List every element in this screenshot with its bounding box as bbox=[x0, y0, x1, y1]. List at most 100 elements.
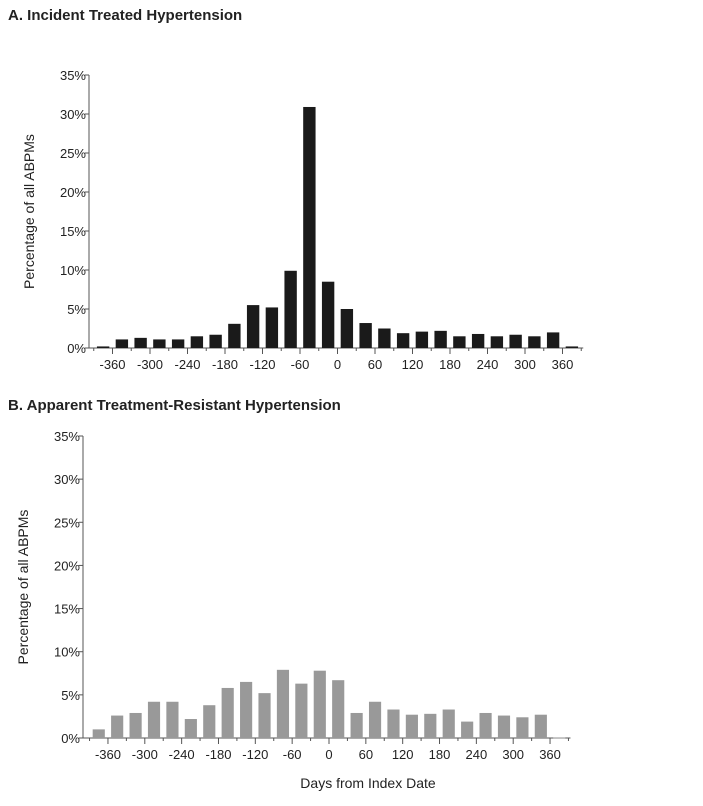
bar bbox=[321, 281, 335, 348]
x-tick-label: 360 bbox=[552, 357, 574, 372]
x-tick-label: 60 bbox=[368, 357, 382, 372]
x-tick-label: -120 bbox=[242, 747, 268, 762]
bar bbox=[516, 717, 529, 738]
bar bbox=[528, 336, 541, 348]
bar bbox=[546, 332, 560, 348]
y-tick-label: 10% bbox=[60, 263, 86, 278]
bar bbox=[553, 737, 566, 739]
bar bbox=[534, 714, 547, 738]
y-tick-label: 25% bbox=[54, 515, 80, 530]
chart-panel-0: A. Incident Treated Hypertension 0% 5% 10% 1… bbox=[8, 7, 584, 372]
bar bbox=[246, 305, 260, 348]
bar bbox=[134, 337, 147, 348]
x-tick-label: 0 bbox=[325, 747, 332, 762]
x-tick-label: 240 bbox=[477, 357, 499, 372]
bar bbox=[96, 346, 110, 348]
bar bbox=[461, 721, 474, 738]
x-tick-label: 120 bbox=[392, 747, 414, 762]
y-axis-label: Percentage of all ABPMs bbox=[15, 510, 31, 665]
y-tick-label: 20% bbox=[54, 558, 80, 573]
bar bbox=[453, 336, 466, 348]
x-tick-label: 60 bbox=[359, 747, 373, 762]
bar bbox=[258, 693, 271, 738]
bar bbox=[295, 683, 308, 738]
x-tick-label: -300 bbox=[137, 357, 163, 372]
x-tick-label: 120 bbox=[402, 357, 424, 372]
bar bbox=[405, 714, 418, 738]
x-tick-label: -240 bbox=[169, 747, 195, 762]
y-axis-label: Percentage of all ABPMs bbox=[21, 134, 37, 289]
bar bbox=[396, 333, 410, 348]
bar bbox=[184, 719, 197, 738]
bar bbox=[284, 270, 297, 348]
y-tick-label: 30% bbox=[60, 107, 86, 122]
x-axis-label: Days from Index Date bbox=[300, 775, 436, 791]
y-tick-label: 15% bbox=[60, 224, 86, 239]
x-tick-label: 180 bbox=[429, 747, 451, 762]
x-tick-label: 180 bbox=[439, 357, 461, 372]
x-tick-label: 240 bbox=[466, 747, 488, 762]
y-tick-label: 10% bbox=[54, 645, 80, 660]
bar bbox=[276, 669, 290, 738]
bar bbox=[387, 709, 400, 738]
bar bbox=[166, 701, 179, 738]
x-tick-label: -360 bbox=[95, 747, 121, 762]
y-tick-label: 0% bbox=[61, 731, 80, 746]
y-tick-label: 35% bbox=[54, 429, 80, 444]
bar bbox=[115, 339, 129, 348]
bar bbox=[221, 687, 234, 738]
y-tick-label: 25% bbox=[60, 146, 86, 161]
bar bbox=[378, 328, 391, 348]
bar bbox=[303, 106, 316, 348]
bar bbox=[332, 680, 345, 738]
bar bbox=[190, 336, 204, 348]
bar bbox=[497, 715, 511, 738]
x-tick-label: 300 bbox=[514, 357, 536, 372]
bar bbox=[313, 670, 326, 738]
x-tick-label: -180 bbox=[205, 747, 231, 762]
chart-title: B. Apparent Treatment-Resistant Hyperten… bbox=[8, 397, 341, 414]
bar bbox=[424, 713, 437, 738]
x-tick-label: -180 bbox=[212, 357, 238, 372]
bar bbox=[471, 333, 485, 348]
x-tick-label: 300 bbox=[502, 747, 524, 762]
y-tick-label: 15% bbox=[54, 602, 80, 617]
x-tick-label: -360 bbox=[99, 357, 125, 372]
bar bbox=[340, 309, 354, 348]
x-tick-label: 0 bbox=[334, 357, 341, 372]
bar bbox=[153, 339, 166, 348]
bar bbox=[265, 307, 279, 348]
bar bbox=[147, 701, 161, 738]
bar bbox=[228, 323, 241, 348]
x-tick-label: -60 bbox=[291, 357, 310, 372]
x-tick-label: -240 bbox=[174, 357, 200, 372]
chart-title: A. Incident Treated Hypertension bbox=[8, 7, 242, 24]
bar bbox=[479, 712, 492, 738]
bar bbox=[490, 336, 504, 348]
bar bbox=[209, 334, 222, 348]
y-tick-label: 5% bbox=[61, 688, 80, 703]
bar bbox=[171, 339, 185, 348]
x-tick-label: 360 bbox=[539, 747, 561, 762]
bar bbox=[129, 712, 142, 738]
bar bbox=[203, 705, 216, 738]
bar bbox=[92, 729, 105, 738]
x-tick-label: -120 bbox=[249, 357, 275, 372]
y-tick-label: 5% bbox=[67, 302, 86, 317]
bar bbox=[565, 346, 579, 348]
y-tick-label: 0% bbox=[67, 341, 86, 356]
bar bbox=[442, 709, 455, 738]
bar bbox=[368, 701, 382, 738]
bar bbox=[350, 712, 363, 738]
x-tick-label: -300 bbox=[132, 747, 158, 762]
bar bbox=[111, 715, 124, 738]
bar bbox=[509, 334, 522, 348]
bar bbox=[359, 323, 372, 348]
chart-panel-1: B. Apparent Treatment-Resistant Hyperten… bbox=[8, 397, 571, 791]
bar bbox=[240, 681, 253, 738]
y-tick-label: 35% bbox=[60, 68, 86, 83]
bar bbox=[415, 331, 429, 348]
x-tick-label: -60 bbox=[283, 747, 302, 762]
y-tick-label: 30% bbox=[54, 472, 80, 487]
